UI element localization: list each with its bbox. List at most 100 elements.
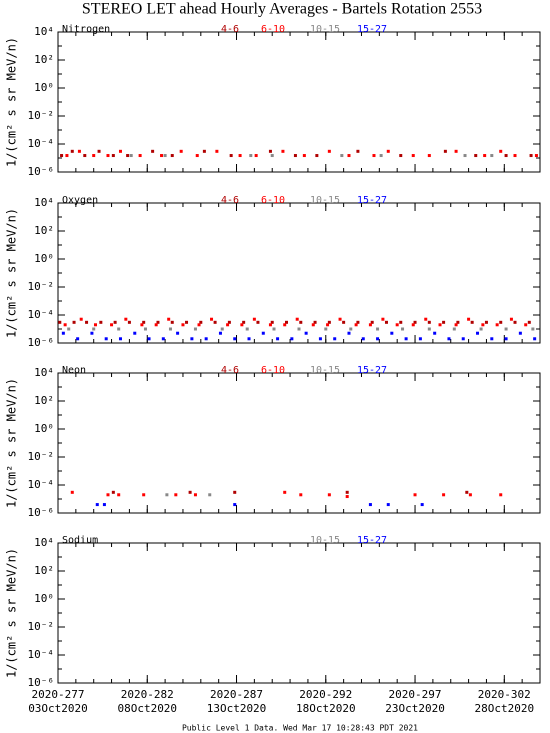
data-point bbox=[527, 320, 531, 324]
data-point bbox=[456, 320, 460, 324]
data-point bbox=[58, 320, 62, 324]
data-point bbox=[327, 493, 331, 497]
data-point bbox=[499, 320, 503, 324]
data-point bbox=[504, 327, 508, 331]
y-tick-label: 10⁻² bbox=[28, 620, 55, 633]
data-point bbox=[154, 323, 158, 327]
data-point bbox=[463, 154, 467, 158]
data-point bbox=[283, 323, 287, 327]
legend-entry: 4-6 bbox=[221, 365, 239, 376]
data-point bbox=[110, 323, 114, 327]
data-point bbox=[199, 320, 203, 324]
data-point bbox=[333, 337, 337, 341]
data-point bbox=[290, 337, 294, 341]
data-point bbox=[90, 331, 94, 335]
data-point bbox=[347, 331, 351, 335]
y-tick-label: 10⁻⁶ bbox=[28, 165, 55, 178]
legend-entry: 10-15 bbox=[310, 535, 340, 546]
legend-entry: 15-27 bbox=[357, 24, 387, 35]
data-point bbox=[504, 337, 508, 341]
data-point bbox=[227, 320, 231, 324]
data-point bbox=[111, 490, 115, 494]
y-tick-label: 10² bbox=[34, 224, 54, 237]
data-point bbox=[92, 154, 96, 158]
x-tick-label: 2020-292 bbox=[299, 688, 352, 701]
legend-entry: 4-6 bbox=[221, 195, 239, 206]
data-point bbox=[247, 337, 251, 341]
data-point bbox=[204, 337, 208, 341]
y-tick-label: 10⁻² bbox=[28, 450, 55, 463]
data-point bbox=[474, 154, 478, 158]
legend-entry: 6-10 bbox=[261, 365, 285, 376]
x-tick-date: 18Oct2020 bbox=[296, 702, 356, 715]
y-axis-label: 1/(cm² s sr MeV/n) bbox=[5, 208, 19, 338]
data-point bbox=[163, 154, 167, 158]
legend-entry: 4-6 bbox=[221, 24, 239, 35]
data-point bbox=[483, 154, 487, 158]
plot-frame bbox=[57, 542, 541, 684]
data-point bbox=[95, 503, 99, 507]
data-point bbox=[270, 320, 274, 324]
y-tick-label: 10⁻⁴ bbox=[28, 137, 55, 150]
data-point bbox=[151, 149, 155, 153]
data-point bbox=[167, 317, 171, 321]
y-tick-label: 10⁻⁶ bbox=[28, 676, 55, 689]
data-point bbox=[256, 320, 260, 324]
panel-title: Sodium bbox=[62, 535, 98, 546]
data-point bbox=[138, 154, 142, 158]
data-point bbox=[165, 493, 169, 497]
data-point bbox=[356, 149, 360, 153]
data-point bbox=[452, 327, 456, 331]
data-point bbox=[226, 323, 230, 327]
legend-entry: 15-27 bbox=[357, 365, 387, 376]
data-point bbox=[143, 327, 147, 331]
data-point bbox=[93, 323, 97, 327]
data-point bbox=[470, 320, 474, 324]
data-point bbox=[476, 331, 480, 335]
data-point bbox=[304, 331, 308, 335]
data-point bbox=[326, 323, 330, 327]
data-point bbox=[533, 337, 537, 341]
data-point bbox=[61, 331, 65, 335]
data-point bbox=[249, 154, 253, 158]
data-point bbox=[399, 154, 403, 158]
y-tick-label: 10⁰ bbox=[34, 81, 54, 94]
x-tick-date: 28Oct2020 bbox=[474, 702, 534, 715]
y-tick-label: 10⁰ bbox=[34, 252, 54, 265]
data-point bbox=[427, 327, 431, 331]
data-point bbox=[442, 320, 446, 324]
data-point bbox=[399, 320, 403, 324]
data-point bbox=[297, 327, 301, 331]
data-point bbox=[99, 320, 103, 324]
y-tick-label: 10⁰ bbox=[34, 592, 54, 605]
data-point bbox=[354, 323, 358, 327]
data-point bbox=[168, 327, 172, 331]
data-point bbox=[147, 337, 151, 341]
data-point bbox=[376, 327, 380, 331]
data-point bbox=[433, 331, 437, 335]
panel-title: Oxygen bbox=[62, 195, 98, 206]
data-point bbox=[311, 323, 315, 327]
legend-entry: 6-10 bbox=[261, 195, 285, 206]
data-point bbox=[413, 320, 417, 324]
data-point bbox=[509, 317, 513, 321]
y-tick-label: 10² bbox=[34, 53, 54, 66]
data-point bbox=[188, 490, 192, 494]
data-point bbox=[299, 493, 303, 497]
y-axis-label: 1/(cm² s sr MeV/n) bbox=[5, 37, 19, 167]
data-point bbox=[379, 154, 383, 158]
data-point bbox=[126, 154, 130, 158]
data-point bbox=[60, 154, 64, 158]
legend-entry: 10-15 bbox=[310, 24, 340, 35]
data-point bbox=[454, 323, 458, 327]
data-point bbox=[370, 320, 374, 324]
data-point bbox=[386, 149, 390, 153]
data-point bbox=[293, 154, 297, 158]
data-point bbox=[127, 320, 131, 324]
data-point bbox=[85, 320, 89, 324]
panel-title: Nitrogen bbox=[62, 24, 110, 35]
x-tick-date: 08Oct2020 bbox=[117, 702, 177, 715]
data-point bbox=[454, 149, 458, 153]
data-point bbox=[315, 154, 319, 158]
data-point bbox=[401, 327, 405, 331]
